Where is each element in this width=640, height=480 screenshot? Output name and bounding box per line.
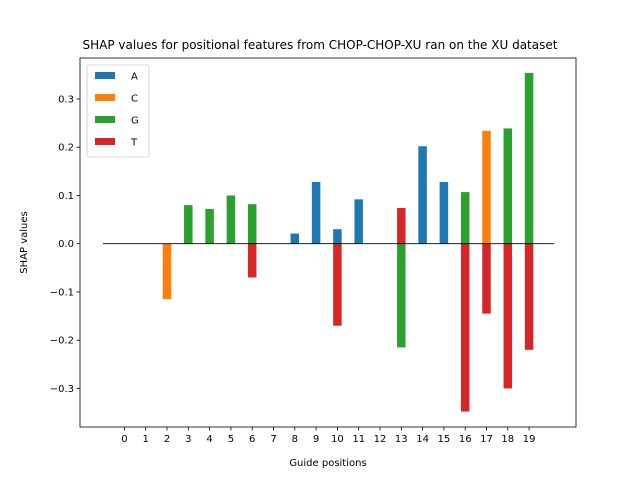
- y-tick-label: −0.2: [50, 336, 74, 347]
- bar-T-pos-18: [503, 243, 513, 389]
- x-tick-label: 4: [206, 434, 212, 445]
- bar-A-pos-9: [311, 181, 321, 244]
- legend-swatch-G: [95, 116, 115, 123]
- y-tick-label: 0.0: [58, 239, 74, 250]
- x-tick-label: 9: [313, 434, 319, 445]
- chart-title: SHAP values for positional features from…: [83, 38, 558, 52]
- y-tick-label: 0.1: [58, 191, 74, 202]
- bar-G-pos-5: [226, 195, 236, 244]
- bars-layer: [162, 72, 534, 412]
- legend-label-T: T: [130, 138, 138, 149]
- bar-A-pos-10: [333, 229, 342, 244]
- bar-C-pos-17: [482, 130, 491, 244]
- x-tick-label: 17: [480, 434, 493, 445]
- legend-label-G: G: [131, 116, 139, 127]
- bar-A-pos-8: [290, 233, 300, 244]
- x-tick-label: 18: [501, 434, 514, 445]
- plot-area-frame: [79, 57, 577, 428]
- bar-G-pos-16: [460, 192, 470, 244]
- x-tick-label: 3: [185, 434, 191, 445]
- x-tick-label: 11: [352, 434, 365, 445]
- x-tick-label: 15: [438, 434, 451, 445]
- bar-T-pos-16: [460, 243, 470, 412]
- bar-G-pos-3: [184, 205, 193, 244]
- legend-box: [86, 64, 150, 158]
- bar-C-pos-2: [162, 243, 172, 300]
- bar-A-pos-11: [354, 199, 363, 244]
- y-tick-label: 0.2: [58, 143, 74, 154]
- bar-G-pos-6: [247, 204, 257, 244]
- bar-G-pos-18: [503, 128, 513, 244]
- bar-A-pos-14: [418, 146, 427, 244]
- bar-T-pos-6: [247, 243, 257, 278]
- x-axis-ticks: 0 1 2 3 4 5 6 7 8 9 10 11 12 13 14 15 16 17 18 19: [121, 427, 535, 445]
- legend-label-A: A: [131, 72, 138, 83]
- x-tick-label: 1: [143, 434, 149, 445]
- bar-G-pos-4: [205, 208, 214, 244]
- x-tick-label: 0: [121, 434, 127, 445]
- x-tick-label: 6: [249, 434, 255, 445]
- legend-swatch-T: [95, 138, 115, 145]
- legend-label-C: C: [131, 94, 138, 105]
- legend-swatch-C: [95, 94, 115, 101]
- x-tick-label: 5: [228, 434, 234, 445]
- y-tick-label: −0.1: [50, 287, 74, 298]
- x-tick-label: 13: [395, 434, 408, 445]
- y-tick-label: −0.3: [50, 384, 74, 395]
- x-tick-label: 14: [416, 434, 429, 445]
- x-tick-label: 8: [292, 434, 298, 445]
- bar-T-pos-19: [524, 243, 534, 350]
- bar-T-pos-17: [482, 243, 491, 314]
- x-tick-label: 12: [374, 434, 387, 445]
- y-axis-label: SHAP values: [19, 211, 30, 273]
- x-tick-label: 19: [523, 434, 536, 445]
- y-tick-label: 0.3: [58, 95, 74, 106]
- y-axis-ticks: −0.3 −0.2 −0.1 0.0 0.1 0.2 0.3: [50, 95, 80, 395]
- x-tick-label: 16: [459, 434, 472, 445]
- bar-A-pos-15: [439, 181, 449, 244]
- x-tick-label: 10: [331, 434, 344, 445]
- x-tick-label: 7: [270, 434, 276, 445]
- bar-G-pos-19: [524, 72, 534, 244]
- bar-T-pos-10: [333, 243, 342, 326]
- bar-G-pos-13: [397, 243, 406, 348]
- bar-T-pos-13: [397, 208, 406, 244]
- x-axis-label: Guide positions: [289, 458, 366, 469]
- legend-swatch-A: [95, 72, 115, 79]
- x-tick-label: 2: [164, 434, 170, 445]
